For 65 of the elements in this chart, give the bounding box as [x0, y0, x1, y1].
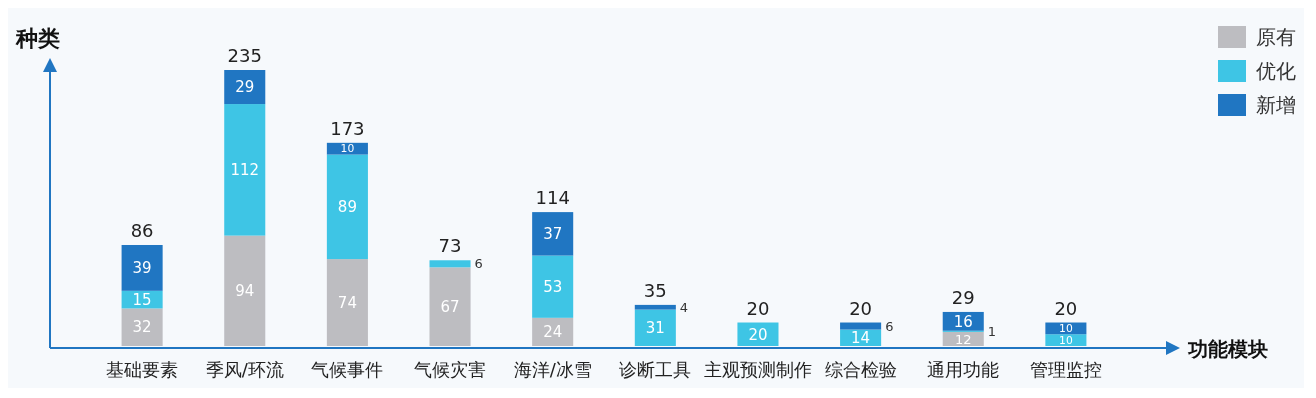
- data-label: 29: [235, 78, 255, 97]
- total-label: 235: [227, 45, 262, 66]
- total-label: 35: [643, 279, 667, 301]
- y-axis-title: 种类: [15, 26, 60, 51]
- bar: [326, 154, 368, 260]
- data-label: 12: [954, 331, 972, 347]
- data-label: 24: [543, 323, 563, 342]
- total-label: 29: [951, 286, 975, 308]
- data-label: 112: [230, 161, 260, 180]
- x-tick-label: 气候事件: [311, 359, 384, 380]
- data-label: 32: [132, 318, 152, 337]
- bar: [224, 104, 266, 236]
- bar: [121, 245, 163, 291]
- data-label: 94: [235, 282, 255, 301]
- x-axis-title: 功能模块: [1187, 337, 1268, 361]
- x-tick-label: 管理监控: [1029, 359, 1102, 380]
- data-label: 53: [543, 277, 563, 296]
- total-label: 114: [535, 187, 570, 209]
- bar: [532, 255, 574, 318]
- x-tick-label: 主观预测制作: [703, 359, 812, 380]
- bar: [326, 259, 368, 346]
- data-label: 10: [1059, 322, 1073, 336]
- x-tick-label: 通用功能: [927, 359, 1000, 380]
- bar: [224, 70, 266, 105]
- bar: [121, 308, 163, 346]
- x-tick-label: 海洋/冰雪: [513, 359, 592, 380]
- x-tick-label: 基础要素: [106, 359, 179, 380]
- data-label: 20: [748, 325, 768, 344]
- bar: [634, 309, 676, 346]
- data-label: 37: [543, 225, 563, 244]
- total-label: 20: [1054, 297, 1078, 319]
- bar: [1045, 334, 1087, 346]
- data-label: 74: [337, 293, 357, 312]
- bar: [532, 212, 574, 256]
- legend-label: 优化: [1256, 59, 1296, 83]
- total-label: 20: [746, 297, 770, 319]
- x-tick-label: 诊断工具: [619, 359, 692, 380]
- bar: [429, 267, 471, 346]
- x-tick-label: 季风/环流: [205, 359, 284, 380]
- total-label: 73: [438, 235, 462, 257]
- x-tick-label: 综合检验: [824, 359, 897, 380]
- data-label: 39: [132, 259, 152, 278]
- legend-label: 新增: [1256, 93, 1296, 117]
- bar: [326, 142, 368, 155]
- data-label: 6: [474, 256, 483, 272]
- data-label: 67: [440, 297, 460, 316]
- x-tick-label: 气候灾害: [414, 359, 487, 380]
- data-label: 10: [340, 142, 355, 156]
- data-label: 89: [337, 198, 357, 217]
- total-label: 20: [849, 297, 873, 319]
- bar: [634, 304, 676, 310]
- data-label: 6: [885, 318, 894, 334]
- data-label: 16: [953, 312, 973, 331]
- data-label: 15: [132, 290, 152, 309]
- data-label: 4: [679, 299, 689, 315]
- data-label: 14: [851, 329, 871, 348]
- total-label: 173: [330, 117, 365, 139]
- data-label: 10: [1059, 333, 1073, 347]
- bar: [840, 322, 882, 330]
- data-label: 31: [645, 319, 665, 338]
- data-label: 1: [987, 323, 997, 339]
- total-label: 86: [130, 220, 154, 241]
- legend-label: 原有: [1256, 25, 1296, 49]
- bar: [429, 260, 471, 268]
- bar: [224, 235, 266, 346]
